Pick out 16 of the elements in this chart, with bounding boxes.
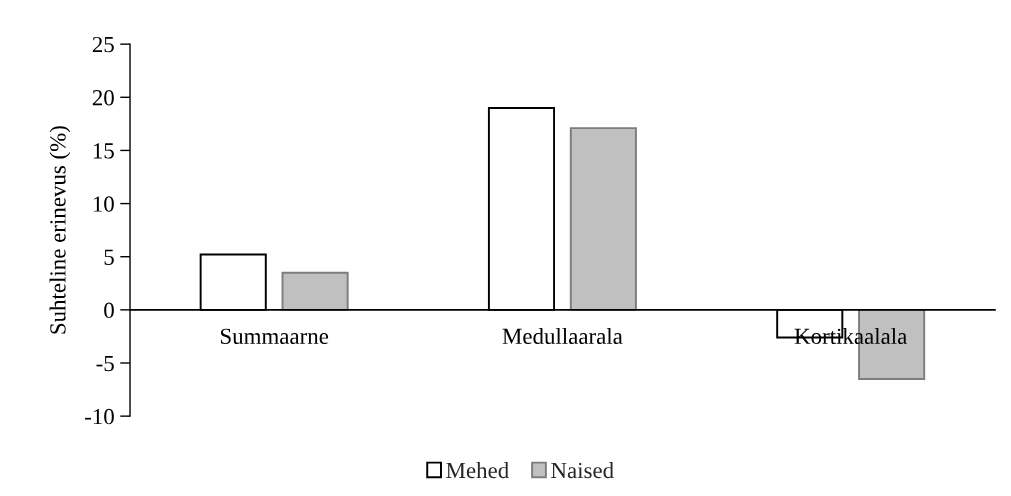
y-tick-label: 25: [92, 36, 114, 53]
y-tick-label: -5: [96, 355, 114, 372]
x-tick-label: Kortikaalala: [794, 327, 907, 345]
y-tick-label: 20: [92, 90, 114, 106]
y-tick-label: 10: [93, 196, 114, 212]
y-tick-label: 0: [104, 302, 114, 319]
bar: [569, 127, 637, 311]
legend-label: Naised: [551, 462, 614, 479]
y-tick-label: 5: [104, 249, 114, 265]
y-tick-label: -10: [85, 408, 114, 425]
y-tick-label: 15: [93, 143, 114, 159]
y-axis-title: Suhteline erinevus (%): [49, 126, 71, 334]
x-tick-label: Medullaarala: [502, 327, 623, 345]
bar: [281, 271, 349, 311]
x-tick-label: Summaarne: [220, 328, 329, 345]
legend-label: Mehed: [446, 462, 509, 479]
